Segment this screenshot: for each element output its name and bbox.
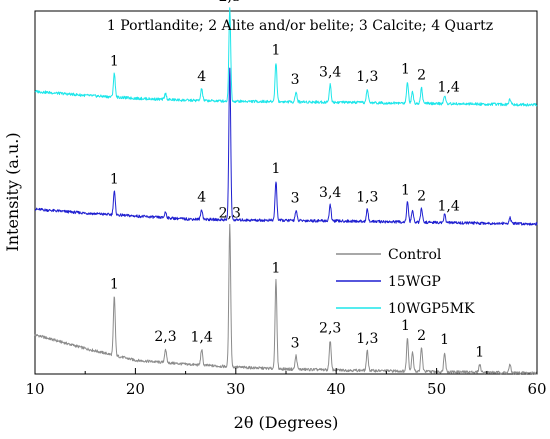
peak-label: 1 (110, 171, 119, 187)
peak-annotations: 142,3133,41,3121,414133,41,3121,412,31,4… (110, 0, 484, 360)
peak-label: 1,4 (438, 79, 460, 95)
peak-label: 3,4 (319, 185, 341, 201)
series-line-control (34, 223, 538, 375)
peak-label: 2,3 (219, 0, 241, 5)
peak-label: 1 (271, 260, 280, 276)
peak-label: 2 (417, 189, 426, 205)
x-tick-label: 60 (527, 380, 546, 398)
x-tick-label: 30 (226, 380, 245, 398)
peak-label: 2,3 (154, 329, 176, 345)
peak-label: 1 (401, 62, 410, 78)
series-layer (34, 7, 538, 375)
x-axis-label: 2θ (Degrees) (234, 413, 339, 432)
x-tick-label: 20 (126, 380, 145, 398)
peak-label: 4 (197, 189, 206, 205)
legend: Control 15WGP 10WGP5MK (336, 247, 475, 317)
peak-label: 3 (291, 336, 300, 352)
peak-label: 1,4 (191, 329, 213, 345)
peak-label: 1 (401, 318, 410, 334)
x-tick-label: 40 (327, 380, 346, 398)
peak-label: 2,3 (319, 321, 341, 337)
x-axis-ticks: 10 20 30 40 50 60 (25, 368, 547, 398)
x-tick-label: 10 (25, 380, 44, 398)
peak-label: 1,3 (356, 190, 378, 206)
peak-label: 1 (401, 182, 410, 198)
peak-label: 1 (440, 332, 449, 348)
series-line-15wgp (34, 67, 538, 226)
legend-label: 10WGP5MK (388, 301, 475, 317)
peak-label: 2 (417, 68, 426, 84)
peak-label: 4 (197, 69, 206, 85)
peak-label: 1,3 (356, 69, 378, 85)
peak-label: 2 (417, 328, 426, 344)
peak-label: 3 (291, 191, 300, 207)
peak-label: 3,4 (319, 65, 341, 81)
legend-label: Control (388, 247, 442, 263)
peak-label: 2,3 (219, 206, 241, 222)
series-line-10wgp5mk (34, 7, 538, 107)
peak-label: 1 (271, 42, 280, 58)
peak-label: 3 (291, 72, 300, 88)
peak-label: 1,4 (438, 198, 460, 214)
chart-title: 1 Portlandite; 2 Alite and/or belite; 3 … (107, 18, 493, 34)
peak-label: 1 (110, 276, 119, 292)
legend-label: 15WGP (388, 274, 441, 290)
peak-label: 1 (475, 344, 484, 360)
peak-label: 1 (271, 161, 280, 177)
peak-label: 1,3 (356, 331, 378, 347)
x-tick-label: 50 (427, 380, 446, 398)
y-axis-label: Intensity (a.u.) (3, 132, 22, 251)
peak-label: 1 (110, 54, 119, 70)
